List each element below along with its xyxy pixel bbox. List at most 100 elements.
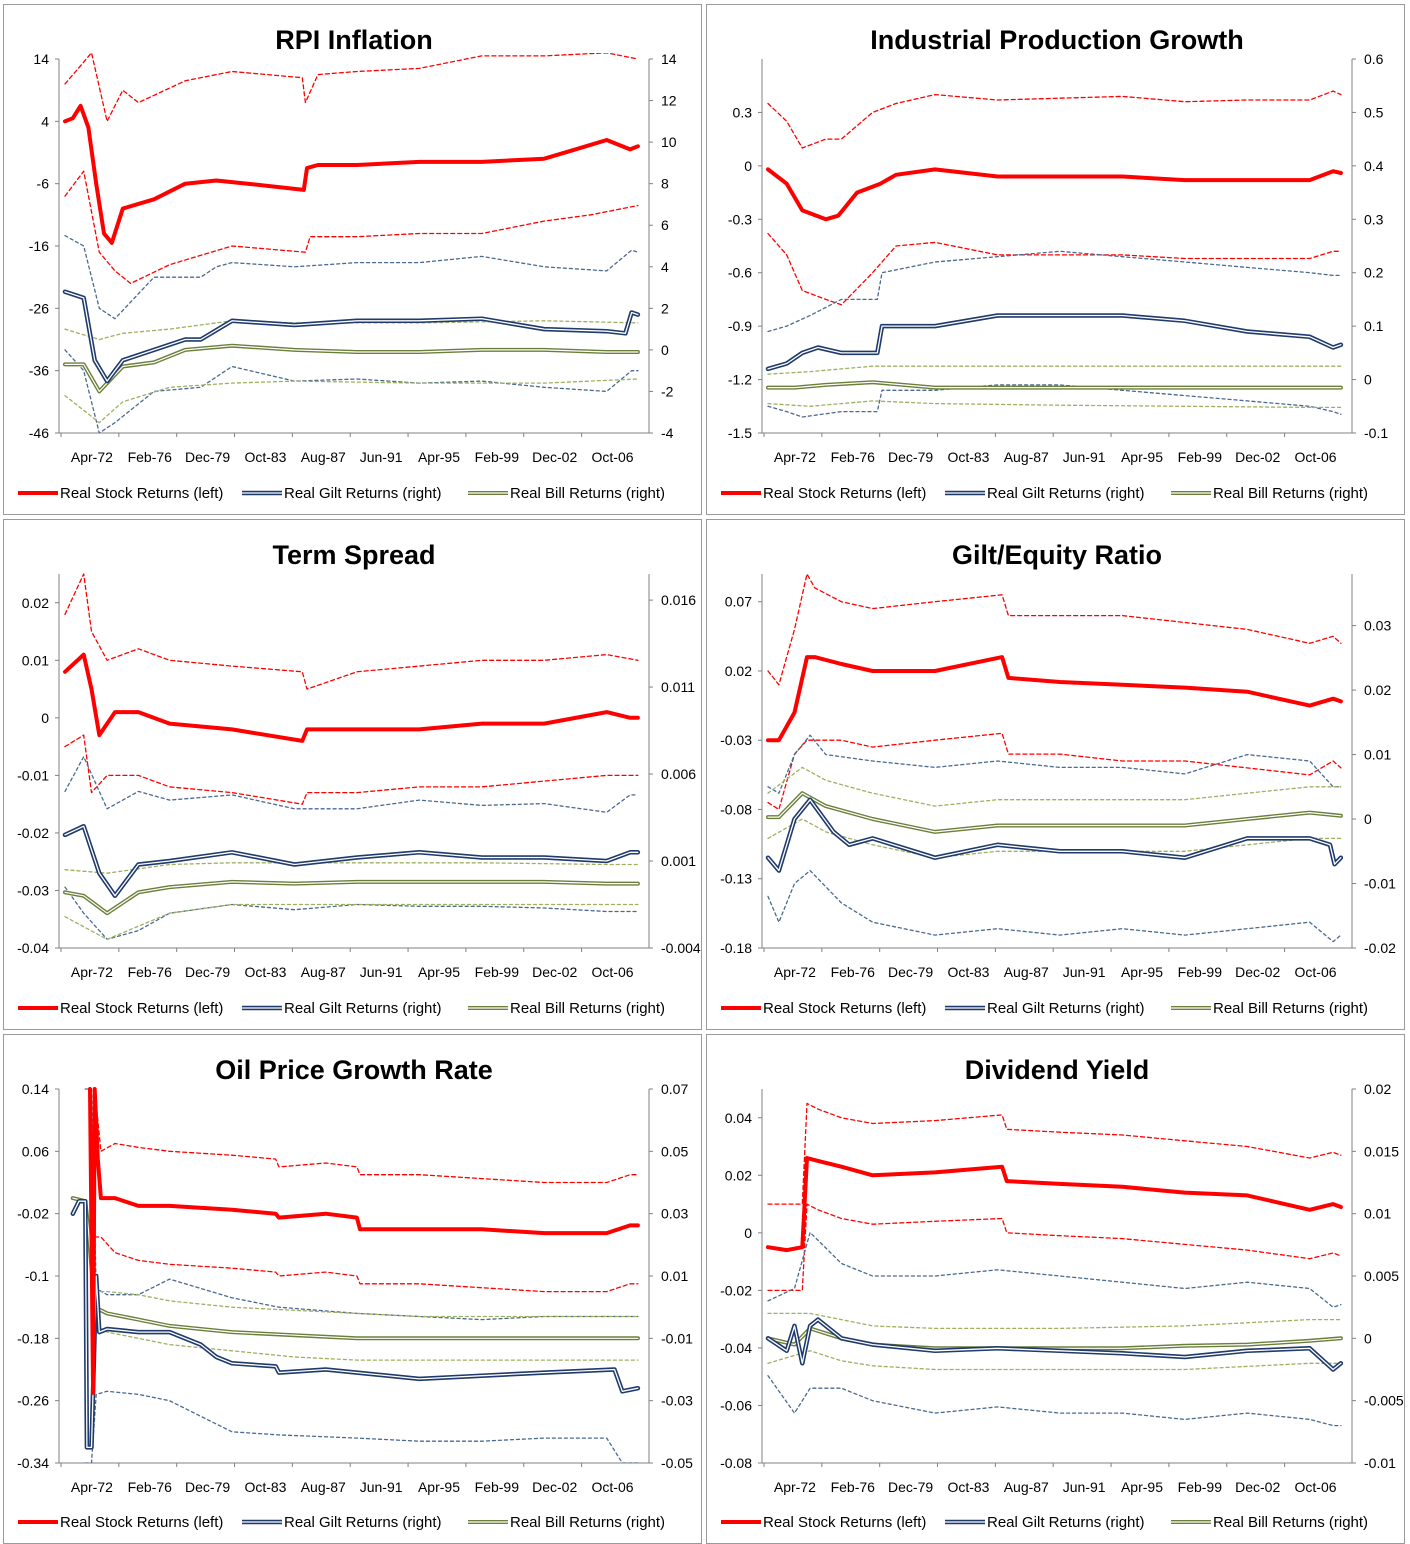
series-line-real-gilt-returns-right xyxy=(765,313,1344,372)
x-tick-label: Oct-83 xyxy=(947,449,989,465)
right-tick-label: 10 xyxy=(661,134,677,150)
series-line-gilt-upper-band-right xyxy=(64,756,639,813)
right-tick-label: 0.6 xyxy=(1364,51,1384,67)
left-tick-label: 14 xyxy=(33,51,49,67)
x-tick-label: Jun-91 xyxy=(360,1479,403,1495)
x-tick-label: Apr-95 xyxy=(418,449,460,465)
left-tick-label: -0.02 xyxy=(17,1206,49,1222)
x-tick-label: Apr-72 xyxy=(71,449,113,465)
left-tick-label: -0.02 xyxy=(720,1282,752,1298)
x-tick-label: Aug-87 xyxy=(1004,449,1049,465)
right-tick-label: -2 xyxy=(661,383,674,399)
chart-title: Industrial Production Growth xyxy=(870,25,1244,55)
x-tick-label: Feb-76 xyxy=(128,964,173,980)
x-tick-label: Aug-87 xyxy=(301,449,346,465)
x-tick-label: Oct-83 xyxy=(947,964,989,980)
series-line-lower-band-left xyxy=(64,734,639,805)
x-tick-label: Dec-02 xyxy=(1235,964,1280,980)
series-line-bill-lower-band-right xyxy=(767,818,1342,859)
x-tick-label: Feb-99 xyxy=(1178,1479,1223,1495)
chart-title: Term Spread xyxy=(272,540,435,570)
left-tick-label: 0.01 xyxy=(22,652,49,668)
x-tick-label: Jun-91 xyxy=(1063,449,1106,465)
x-tick-label: Dec-79 xyxy=(888,964,933,980)
x-tick-label: Feb-99 xyxy=(475,449,520,465)
x-tick-label: Oct-83 xyxy=(947,1479,989,1495)
panel-oil-price-growth-rate: Oil Price Growth Rate 0.14 0.06 -0.02 -0.1 -0… xyxy=(3,1034,702,1544)
right-tick-label: 0.011 xyxy=(661,679,695,695)
series-line-real-stock-returns-left xyxy=(63,652,640,743)
x-tick-label: Feb-99 xyxy=(475,1479,520,1495)
left-tick-label: -0.08 xyxy=(720,1455,752,1471)
left-tick-label: -46 xyxy=(29,425,49,441)
right-tick-label: 14 xyxy=(661,51,677,67)
series-line-gilt-upper-band-right xyxy=(767,734,1342,794)
series-line-upper-band-left xyxy=(767,1102,1342,1205)
right-tick-label: 0.005 xyxy=(1364,1268,1399,1284)
legend-label-gilt: Real Gilt Returns (right) xyxy=(987,1000,1145,1017)
left-tick-label: -0.6 xyxy=(728,265,752,281)
x-tick-label: Apr-95 xyxy=(418,1479,460,1495)
series-line-bill-upper-band-right xyxy=(767,365,1342,375)
right-tick-label: 0 xyxy=(661,342,669,358)
right-tick-label: 0 xyxy=(1364,372,1372,388)
legend-label-bill: Real Bill Returns (right) xyxy=(510,1514,665,1531)
legend-label-gilt: Real Gilt Returns (right) xyxy=(284,1000,442,1017)
left-tick-label: -0.13 xyxy=(720,871,752,887)
series-line-gilt-lower-band-right xyxy=(767,1375,1342,1427)
chart-title: Dividend Yield xyxy=(965,1055,1150,1085)
panel-term-spread: Term Spread 0.02 0.01 0 -0.01 -0.02 -0.03 -0.04… xyxy=(3,519,702,1030)
right-tick-label: -0.03 xyxy=(661,1393,693,1409)
left-tick-label: -0.34 xyxy=(17,1455,49,1471)
right-tick-label: 6 xyxy=(661,217,669,233)
left-tick-label: 0.04 xyxy=(725,1110,752,1126)
left-tick-label: 0 xyxy=(744,1225,752,1241)
x-tick-label: Dec-79 xyxy=(185,449,230,465)
left-tick-label: -0.18 xyxy=(17,1330,49,1346)
x-tick-label: Jun-91 xyxy=(1063,1479,1106,1495)
left-tick-label: 0 xyxy=(41,710,49,726)
left-tick-label: -0.1 xyxy=(25,1268,49,1284)
right-tick-label: 0.016 xyxy=(661,592,696,608)
x-tick-label: Dec-79 xyxy=(185,1479,230,1495)
x-tick-label: Dec-79 xyxy=(185,964,230,980)
chart-svg: RPI Inflation 14 4 -6 -16 -26 -36 -46 14 12 10 8 6 4 2… xyxy=(18,25,677,502)
chart-svg: Term Spread 0.02 0.01 0 -0.01 -0.02 -0.03 -0.04… xyxy=(17,540,701,1017)
x-tick-label: Apr-95 xyxy=(1121,449,1163,465)
right-tick-label: -0.1 xyxy=(1364,425,1388,441)
x-tick-label: Feb-76 xyxy=(831,1479,876,1495)
series-line-real-stock-returns-left xyxy=(766,1156,1343,1253)
left-tick-label: -0.06 xyxy=(720,1397,752,1413)
series-line-upper-band-left xyxy=(767,573,1342,686)
series-line-bill-lower-band-right xyxy=(64,378,639,424)
left-tick-label: -26 xyxy=(29,300,49,316)
left-tick-label: 0.14 xyxy=(22,1081,49,1097)
x-tick-label: Apr-95 xyxy=(1121,964,1163,980)
left-tick-label: -0.03 xyxy=(720,732,752,748)
series-line-gilt-upper-band-right xyxy=(767,250,1342,333)
x-tick-label: Feb-99 xyxy=(1178,449,1223,465)
left-tick-label: -1.5 xyxy=(728,425,752,441)
series-line-bill-lower-band-right xyxy=(767,1350,1342,1371)
series-line-real-stock-returns-left xyxy=(88,1087,640,1395)
x-tick-label: Aug-87 xyxy=(301,964,346,980)
left-tick-label: -1.2 xyxy=(728,372,752,388)
series-line-upper-band-left xyxy=(94,1088,639,1184)
panel-dividend-yield: Dividend Yield 0.04 0.02 0 -0.02 -0.04 -0.06 -0… xyxy=(706,1034,1405,1544)
right-tick-label: 0.03 xyxy=(661,1206,688,1222)
left-tick-label: -0.04 xyxy=(720,1340,752,1356)
series-line-real-bill-returns-right xyxy=(767,381,1342,389)
series-line-real-gilt-returns-right xyxy=(767,314,1342,370)
x-tick-label: Feb-99 xyxy=(1178,964,1223,980)
plot-area xyxy=(765,1102,1344,1427)
left-tick-label: -6 xyxy=(37,176,50,192)
series-line-real-stock-returns-left xyxy=(766,167,1343,222)
right-tick-label: 12 xyxy=(661,93,677,109)
left-tick-label: -0.08 xyxy=(720,801,752,817)
x-tick-label: Dec-02 xyxy=(532,964,577,980)
figure-grid: RPI Inflation 14 4 -6 -16 -26 -36 -46 14 12 10 8 6 4 2… xyxy=(3,4,1406,1544)
left-tick-label: 0.02 xyxy=(725,1167,752,1183)
x-tick-label: Aug-87 xyxy=(1004,964,1049,980)
plot-area xyxy=(70,1087,641,1463)
legend-label-stock: Real Stock Returns (left) xyxy=(763,485,926,502)
